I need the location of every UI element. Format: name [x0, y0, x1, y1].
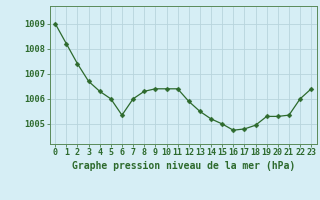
- X-axis label: Graphe pression niveau de la mer (hPa): Graphe pression niveau de la mer (hPa): [72, 161, 295, 171]
